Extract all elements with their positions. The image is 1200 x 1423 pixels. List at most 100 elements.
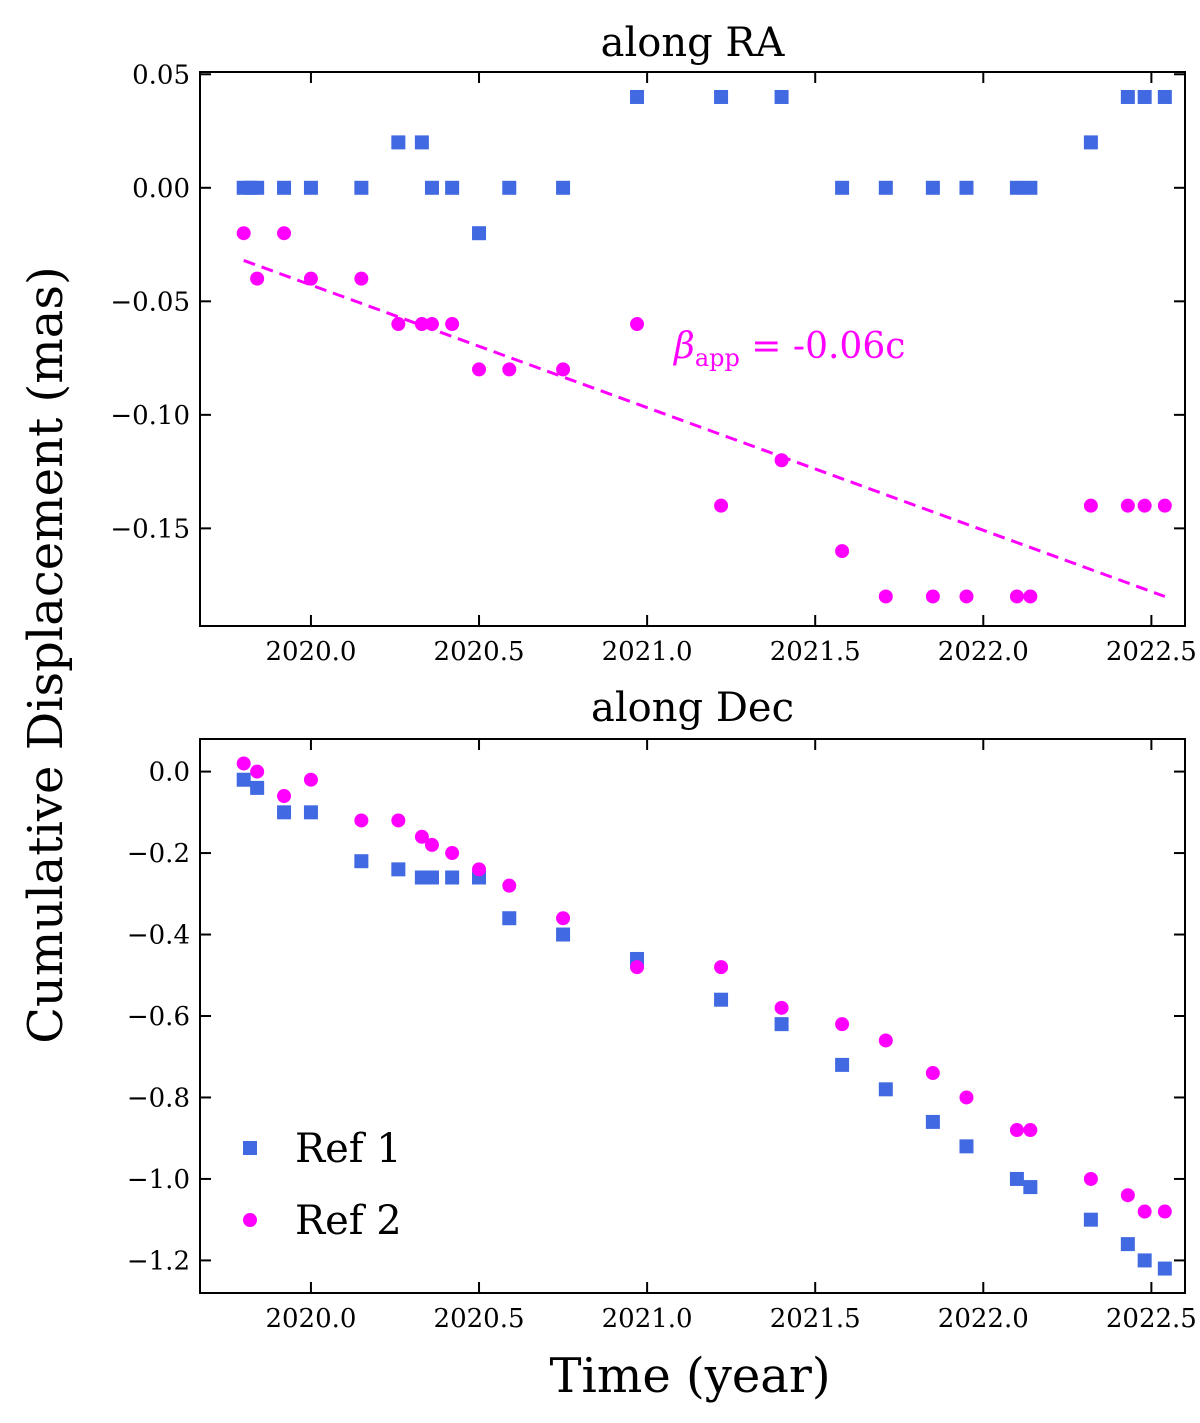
ref1-point <box>1157 1261 1172 1276</box>
x-tick-label: 2022.5 <box>1106 1304 1197 1334</box>
ref1-point <box>774 89 789 104</box>
x-tick-label: 2021.0 <box>602 637 693 667</box>
ref1-point <box>303 180 318 195</box>
panel-title: along Dec <box>591 685 794 731</box>
ref2-point <box>424 837 439 852</box>
ref2-point <box>556 362 571 377</box>
ref1-point <box>391 135 406 150</box>
y-tick-label: −0.4 <box>127 921 190 951</box>
ref1-point <box>714 89 729 104</box>
ref2-point <box>502 362 517 377</box>
x-tick-label: 2020.5 <box>434 1304 525 1334</box>
ra-panel: along RA 2020.0 2020.5 2021.0 2021.5 2022.0 20… <box>110 20 1197 667</box>
ref2-point <box>556 911 571 926</box>
ref1-point <box>424 180 439 195</box>
ref1-point <box>556 180 571 195</box>
ref1-point <box>424 870 439 885</box>
dec-panel: along Dec 2020.0 2020.5 2021.0 2021.5 2022.0 2… <box>127 685 1197 1334</box>
ref1-point <box>1083 1212 1098 1227</box>
ref2-point <box>414 317 429 332</box>
ref2-point <box>959 589 974 604</box>
ref2-point <box>472 362 487 377</box>
ref1-point <box>445 180 460 195</box>
fit-line <box>243 259 1166 598</box>
ref1-point <box>1009 1171 1024 1186</box>
ref1-point <box>236 772 251 787</box>
ref2-point <box>835 1017 850 1032</box>
ref2-point <box>959 1090 974 1105</box>
legend-label: Ref 1 <box>295 1126 402 1172</box>
y-tick-label: −0.10 <box>110 401 190 431</box>
ref1-point <box>556 927 571 942</box>
ref2-point <box>714 498 729 513</box>
ref2-point <box>1157 1204 1172 1219</box>
ref1-point <box>1120 1237 1135 1252</box>
ref2-point <box>630 317 645 332</box>
ref2-point <box>303 271 318 286</box>
ref1-point <box>925 180 940 195</box>
ref1-point <box>1023 1180 1038 1195</box>
ref2-point <box>354 813 369 828</box>
ref2-point <box>1023 1123 1038 1138</box>
ref2-point <box>774 453 789 468</box>
ref2-point <box>1137 498 1152 513</box>
ref1-point <box>1023 180 1038 195</box>
ref2-point <box>445 846 460 861</box>
ref2-point <box>303 772 318 787</box>
y-tick-label: −0.8 <box>127 1083 190 1113</box>
ref2-point <box>1120 1188 1135 1203</box>
ref1-point <box>502 180 517 195</box>
ref2-point <box>925 589 940 604</box>
ref1-point <box>878 180 893 195</box>
ref2-point <box>1137 1204 1152 1219</box>
ref2-point <box>1157 498 1172 513</box>
plot-frame <box>199 71 1186 627</box>
x-tick-label: 2021.0 <box>602 1304 693 1334</box>
ref1-point <box>1120 89 1135 104</box>
ref1-point <box>835 1057 850 1072</box>
ref2-point <box>277 789 292 804</box>
ref1-point <box>835 180 850 195</box>
ref2-point <box>250 764 265 779</box>
ref1-point <box>354 180 369 195</box>
ref1-point <box>354 854 369 869</box>
ref2-point <box>925 1066 940 1081</box>
ref1-point <box>925 1114 940 1129</box>
y-tick-label: 0.0 <box>149 758 190 788</box>
y-tick-label: −1.0 <box>127 1165 190 1195</box>
y-tick-label: 0.05 <box>132 60 190 90</box>
ref2-point <box>1083 1171 1098 1186</box>
ref1-point <box>1083 135 1098 150</box>
ref1-point <box>1137 1253 1152 1268</box>
ref1-point <box>1137 89 1152 104</box>
ref1-point <box>250 780 265 795</box>
ref2-point <box>878 1033 893 1048</box>
y-tick-label: −0.15 <box>110 514 190 544</box>
ref1-point <box>502 911 517 926</box>
ref2-point <box>424 317 439 332</box>
ref2-point <box>250 271 265 286</box>
ref1-point <box>445 870 460 885</box>
ref1-point <box>414 135 429 150</box>
ref2-point <box>236 756 251 771</box>
x-tick-label: 2020.5 <box>434 637 525 667</box>
ref2-point <box>1009 1123 1024 1138</box>
ref2-point <box>354 271 369 286</box>
ref2-point <box>1083 498 1098 513</box>
ref1-point <box>303 805 318 820</box>
ref1-point <box>878 1082 893 1097</box>
ref2-point <box>1120 498 1135 513</box>
ref2-point <box>630 960 645 975</box>
ref2-point <box>391 813 406 828</box>
ref1-point <box>277 805 292 820</box>
y-tick-label: −0.6 <box>127 1002 190 1032</box>
x-tick-label: 2020.0 <box>265 637 356 667</box>
ref1-point <box>630 89 645 104</box>
legend-label: Ref 2 <box>295 1198 402 1244</box>
x-tick-label: 2022.5 <box>1106 637 1197 667</box>
ref2-point <box>414 829 429 844</box>
legend-marker-ref1 <box>243 1141 257 1155</box>
ref1-point <box>774 1017 789 1032</box>
ref2-point <box>1009 589 1024 604</box>
